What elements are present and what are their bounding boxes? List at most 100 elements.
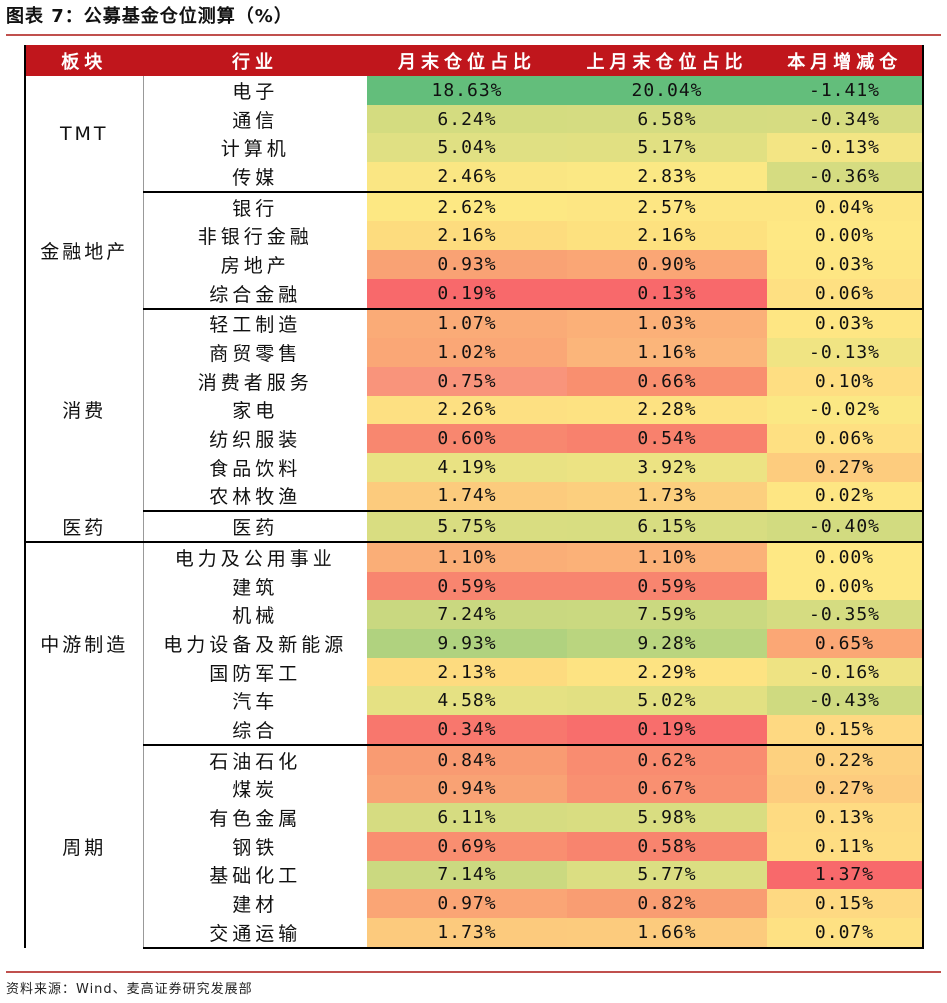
current-position-cell: 2.16% [367, 221, 567, 251]
table-row: 基础化工 7.14% 5.77% 1.37% [25, 860, 924, 890]
previous-position-cell: 0.66% [567, 366, 767, 396]
previous-position-cell: 6.58% [567, 104, 767, 134]
previous-position-cell: 5.02% [567, 686, 767, 716]
change-cell: 0.13% [767, 803, 924, 832]
previous-position-cell: 1.66% [567, 917, 767, 949]
title-rule [6, 34, 941, 36]
change-cell: -0.43% [767, 686, 924, 716]
previous-position-cell: 0.58% [567, 831, 767, 861]
change-cell: -0.13% [767, 133, 924, 163]
current-position-cell: 6.11% [367, 803, 567, 832]
change-cell: 0.65% [767, 629, 924, 658]
current-position-cell: 1.10% [367, 542, 567, 572]
industry-cell: 电力及公用事业 [143, 542, 367, 572]
change-cell: -0.16% [767, 657, 924, 687]
previous-position-cell: 1.16% [567, 338, 767, 367]
table-row: 消费 轻工制造 1.07% 1.03% 0.03% [24, 308, 924, 512]
industry-cell: 轻工制造 [143, 308, 367, 339]
previous-position-cell: 0.54% [567, 424, 767, 453]
industry-cell: 电子 [143, 75, 367, 105]
table-row: 商贸零售 1.02% 1.16% -0.13% [25, 338, 924, 367]
change-cell: -0.13% [767, 338, 924, 367]
current-position-cell: 1.02% [367, 338, 567, 367]
sector-cell: TMT [24, 75, 144, 192]
table-row: 医药 医药 5.75% 6.15% -0.40% [24, 511, 924, 543]
industry-cell: 房地产 [143, 250, 367, 279]
current-position-cell: 5.75% [367, 511, 567, 543]
industry-cell: 银行 [143, 191, 367, 222]
industry-cell: 非银行金融 [143, 221, 367, 251]
table-row: 电力设备及新能源 9.93% 9.28% 0.65% [25, 629, 924, 658]
table-row: 综合 0.34% 0.19% 0.15% [25, 715, 924, 746]
current-position-cell: 2.46% [367, 162, 567, 193]
change-cell: 0.15% [767, 889, 924, 918]
previous-position-cell: 9.28% [567, 629, 767, 658]
industry-cell: 家电 [143, 395, 367, 425]
table-row: 汽车 4.58% 5.02% -0.43% [25, 686, 924, 716]
current-position-cell: 18.63% [367, 75, 567, 105]
current-position-cell: 2.13% [367, 657, 567, 687]
industry-cell: 有色金属 [143, 803, 367, 832]
change-cell: -0.40% [767, 511, 924, 543]
sector-cell: 中游制造 [24, 542, 144, 745]
sector-cell: 周期 [24, 744, 144, 948]
table-row: 机械 7.24% 7.59% -0.35% [25, 600, 924, 630]
current-position-cell: 1.74% [367, 481, 567, 513]
current-position-cell: 2.62% [367, 191, 567, 222]
change-cell: 0.00% [767, 571, 924, 601]
sector-cell: 金融地产 [24, 191, 144, 309]
table-row: 综合金融 0.19% 0.13% 0.06% [25, 278, 924, 310]
table-row: 消费者服务 0.75% 0.66% 0.10% [25, 366, 924, 396]
previous-position-cell: 1.73% [567, 481, 767, 513]
industry-cell: 国防军工 [143, 657, 367, 687]
change-cell: 0.07% [767, 917, 924, 949]
table-row: 钢铁 0.69% 0.58% 0.11% [25, 831, 924, 861]
industry-cell: 纺织服装 [143, 424, 367, 453]
change-cell: -0.36% [767, 162, 924, 193]
current-position-cell: 0.34% [367, 715, 567, 746]
current-position-cell: 0.97% [367, 889, 567, 918]
industry-cell: 传媒 [143, 162, 367, 193]
industry-cell: 计算机 [143, 133, 367, 163]
current-position-cell: 9.93% [367, 629, 567, 658]
industry-cell: 农林牧渔 [143, 481, 367, 513]
change-cell: 0.15% [767, 715, 924, 746]
current-position-cell: 5.04% [367, 133, 567, 163]
change-cell: -1.41% [767, 75, 924, 105]
change-cell: 0.11% [767, 831, 924, 861]
current-position-cell: 0.84% [367, 744, 567, 775]
change-cell: 0.04% [767, 191, 924, 222]
current-position-cell: 0.94% [367, 774, 567, 804]
table-row: 周期 石油石化 0.84% 0.62% 0.22% [24, 744, 924, 948]
change-cell: -0.34% [767, 104, 924, 134]
industry-cell: 机械 [143, 600, 367, 630]
industry-cell: 消费者服务 [143, 366, 367, 396]
table-row: 国防军工 2.13% 2.29% -0.16% [25, 657, 924, 687]
table-row: 煤炭 0.94% 0.67% 0.27% [25, 774, 924, 804]
industry-cell: 电力设备及新能源 [143, 629, 367, 658]
change-cell: 0.27% [767, 452, 924, 482]
header-row: 板块 行业 月末仓位占比 上月末仓位占比 本月增减仓 [24, 45, 924, 76]
industry-cell: 汽车 [143, 686, 367, 716]
previous-position-cell: 20.04% [567, 75, 767, 105]
header-industry: 行业 [142, 45, 368, 76]
current-position-cell: 7.24% [367, 600, 567, 630]
current-position-cell: 0.93% [367, 250, 567, 279]
header-change: 本月增减仓 [766, 45, 924, 76]
previous-position-cell: 1.03% [567, 308, 767, 339]
change-cell: 1.37% [767, 860, 924, 890]
table-row: 建筑 0.59% 0.59% 0.00% [25, 571, 924, 601]
header-current-position: 月末仓位占比 [366, 45, 568, 76]
previous-position-cell: 0.90% [567, 250, 767, 279]
industry-cell: 煤炭 [143, 774, 367, 804]
industry-cell: 交通运输 [143, 917, 367, 949]
table-row: 交通运输 1.73% 1.66% 0.07% [25, 917, 924, 949]
current-position-cell: 0.69% [367, 831, 567, 861]
industry-cell: 综合金融 [143, 278, 367, 310]
table-row: 中游制造 电力及公用事业 1.10% 1.10% 0.00% [24, 542, 924, 745]
previous-position-cell: 0.59% [567, 571, 767, 601]
previous-position-cell: 7.59% [567, 600, 767, 630]
industry-cell: 医药 [143, 511, 367, 543]
header-sector: 板块 [24, 45, 144, 76]
table-row: 传媒 2.46% 2.83% -0.36% [25, 162, 924, 193]
